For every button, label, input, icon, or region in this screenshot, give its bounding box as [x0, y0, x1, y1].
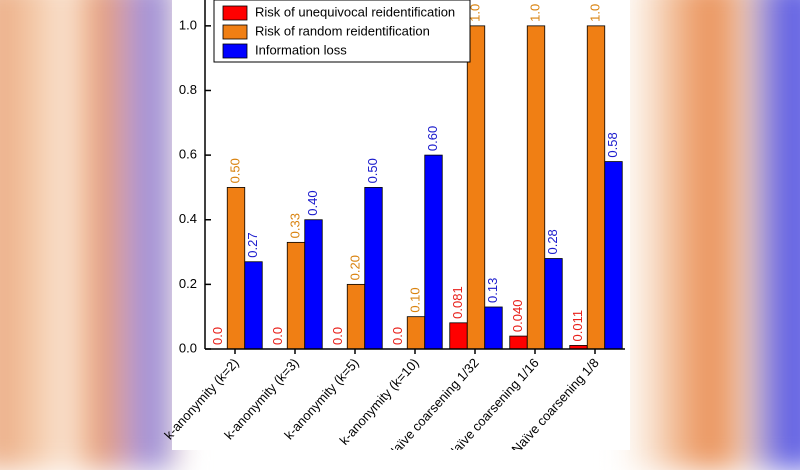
bar [364, 187, 383, 350]
value-label: 0.0 [270, 327, 285, 345]
bar [526, 25, 546, 350]
bar [346, 283, 366, 350]
bar [544, 258, 563, 350]
bar [466, 25, 486, 350]
value-label: 0.10 [407, 287, 422, 312]
value-label: 0.40 [305, 190, 320, 215]
bar [424, 154, 443, 350]
value-label: 0.28 [545, 229, 560, 254]
value-label: 0.20 [347, 255, 362, 280]
legend-box [213, 0, 471, 63]
bar [509, 335, 528, 350]
value-label: 0.27 [245, 232, 260, 257]
bar [484, 306, 503, 350]
value-label: 1.0 [587, 4, 602, 22]
value-label: 0.33 [287, 213, 302, 238]
value-label: 0.50 [365, 158, 380, 183]
legend-swatch [222, 24, 248, 40]
value-label: 0.0 [330, 327, 345, 345]
y-tick-label: 0.4 [179, 211, 197, 226]
bar [226, 187, 246, 350]
bar [406, 316, 426, 350]
bar [604, 161, 623, 350]
y-tick-label: 0.8 [179, 82, 197, 97]
bar [586, 25, 606, 350]
legend-swatch [222, 43, 248, 59]
bar [286, 241, 306, 350]
value-label: 0.13 [485, 278, 500, 303]
chart-panel [172, 0, 630, 450]
legend-label: Risk of random reidentification [255, 23, 430, 38]
value-label: 0.0 [210, 327, 225, 345]
value-label: 1.0 [467, 4, 482, 22]
legend-label: Risk of unequivocal reidentification [255, 4, 455, 19]
value-label: 0.081 [450, 286, 465, 319]
y-tick-label: 0.0 [179, 340, 197, 355]
value-label: 0.040 [510, 300, 525, 333]
bar [244, 261, 263, 350]
legend-label: Information loss [255, 42, 347, 57]
y-tick-label: 0.6 [179, 147, 197, 162]
background-left [0, 0, 180, 470]
value-label: 0.58 [605, 132, 620, 157]
value-label: 0.0 [390, 327, 405, 345]
value-label: 0.011 [570, 310, 585, 342]
chart: 0.00.20.40.60.81.0k-anonymity (k=2)0.00.… [161, 0, 630, 450]
value-label: 0.60 [425, 126, 440, 151]
value-label: 0.50 [227, 158, 242, 183]
background-right [620, 0, 800, 470]
bar [449, 322, 468, 350]
bar [304, 219, 323, 350]
y-tick-label: 0.2 [179, 276, 197, 291]
y-tick-label: 1.0 [179, 17, 197, 32]
value-label: 1.0 [527, 4, 542, 22]
legend-swatch [222, 5, 248, 21]
